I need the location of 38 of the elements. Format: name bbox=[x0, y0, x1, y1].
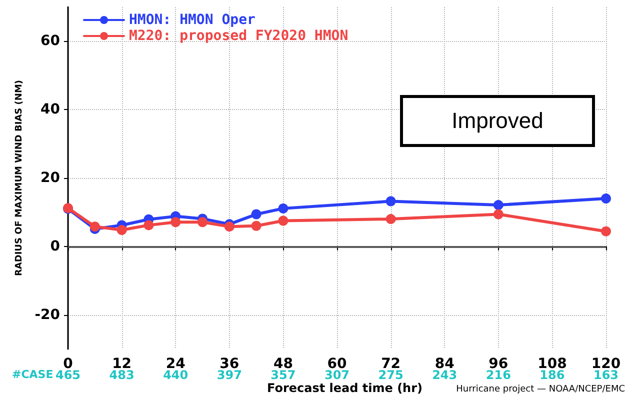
y-tick-label: -20 bbox=[34, 306, 60, 323]
point bbox=[386, 196, 396, 206]
point bbox=[386, 214, 396, 224]
text: Hurricane project — NOAA/NCEP/EMC bbox=[456, 384, 625, 394]
legend-label: M220: proposed FY2020 HMON bbox=[129, 28, 348, 44]
text: 163 bbox=[593, 368, 619, 382]
text: 483 bbox=[109, 368, 134, 382]
y-axis-title: RADIUS OF MAXIMUM WIND BIAS (NM) bbox=[14, 80, 24, 276]
point bbox=[251, 209, 262, 220]
text: 465 bbox=[55, 368, 81, 382]
text: 216 bbox=[486, 368, 511, 382]
text: #CASE bbox=[12, 368, 54, 381]
point bbox=[601, 194, 611, 204]
point bbox=[198, 217, 208, 228]
y-tick-label: 40 bbox=[40, 102, 60, 118]
text: 357 bbox=[270, 368, 296, 382]
x-axis-title: Forecast lead time (hr) bbox=[267, 381, 422, 395]
point bbox=[170, 217, 181, 228]
point bbox=[493, 200, 504, 210]
point bbox=[493, 209, 504, 220]
y-tick-label: 60 bbox=[40, 33, 60, 50]
legend-label: HMON: HMON Oper bbox=[129, 12, 256, 28]
point bbox=[278, 216, 288, 226]
text: 275 bbox=[378, 368, 404, 382]
text-box: Improved bbox=[400, 95, 595, 147]
y-tick-label: 20 bbox=[40, 170, 60, 186]
text: 243 bbox=[432, 368, 458, 382]
point bbox=[116, 224, 127, 235]
text: 397 bbox=[216, 368, 242, 382]
point bbox=[251, 220, 262, 231]
text: 440 bbox=[163, 368, 188, 382]
point bbox=[278, 203, 288, 214]
text: 307 bbox=[324, 368, 350, 382]
point bbox=[224, 222, 234, 232]
text: 186 bbox=[540, 368, 565, 382]
point bbox=[144, 220, 154, 230]
point bbox=[601, 226, 611, 236]
y-tick-label: 0 bbox=[50, 238, 60, 254]
